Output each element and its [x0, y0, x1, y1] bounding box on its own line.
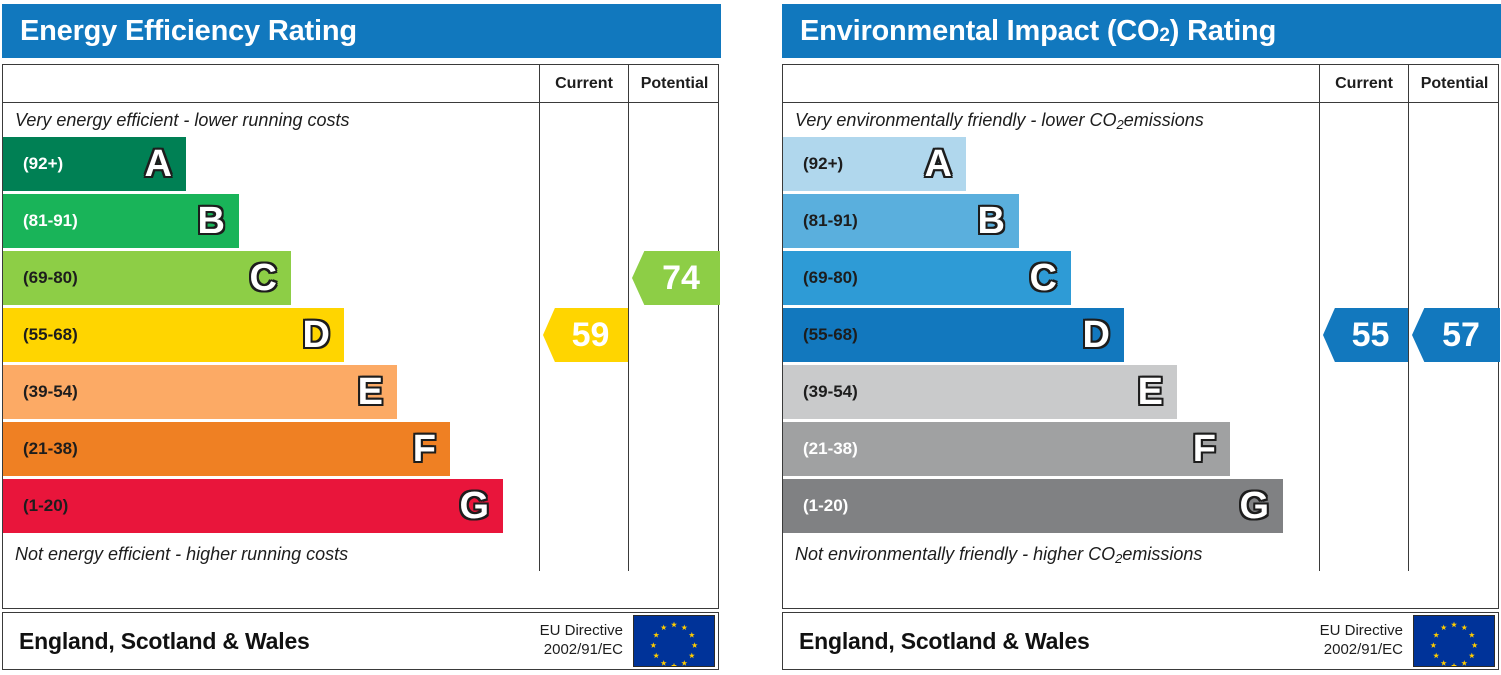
caption-bottom-subscript: 2 — [1115, 550, 1123, 566]
header-potential: Potential — [1408, 65, 1500, 102]
energy-rating-table: Current Potential Very energy efficient … — [2, 64, 720, 609]
environmental-band-list: (92+) A (81-91) B (69-80) C (55-68) D (3… — [783, 137, 1319, 537]
chart-title-tail: ) Rating — [1169, 14, 1277, 47]
caption-bottom-text: Not energy efficient - higher running co… — [15, 543, 349, 564]
chart-title-subscript: 2 — [1159, 25, 1170, 46]
footer-region-environmental: England, Scotland & Wales — [799, 627, 1090, 654]
caption-bottom-tail: emissions — [1122, 543, 1203, 564]
energy-band-list: (92+) A (81-91) B (69-80) C (55-68) D (3… — [3, 137, 539, 537]
band-letter-f: F — [412, 428, 436, 470]
band-row-f: (21-38) F — [3, 422, 450, 476]
caption-top-text: Very environmentally friendly - lower CO — [795, 109, 1117, 130]
caption-bottom-environmental: Not environmentally friendly - higher CO… — [783, 537, 1319, 571]
band-letter-c: C — [249, 257, 277, 299]
band-row-d: (55-68) D — [783, 308, 1124, 362]
current-rating-marker-environmental: 55 — [1323, 308, 1408, 362]
band-range-g: (1-20) — [23, 496, 69, 515]
band-letter-d: D — [302, 314, 330, 356]
band-range-e: (39-54) — [803, 382, 858, 401]
band-letter-d: D — [1082, 314, 1110, 356]
band-row-e: (39-54) E — [3, 365, 397, 419]
band-range-b: (81-91) — [23, 211, 78, 230]
band-range-c: (69-80) — [803, 268, 858, 287]
band-row-a: (92+) A — [783, 137, 966, 191]
band-letter-a: A — [144, 143, 172, 185]
band-range-d: (55-68) — [803, 325, 858, 344]
band-letter-b: B — [197, 200, 225, 242]
directive-line-1: EU Directive — [539, 622, 623, 640]
band-letter-c: C — [1029, 257, 1057, 299]
footer-environmental: England, Scotland & Wales EU Directive 2… — [782, 612, 1499, 670]
eu-star-group — [1430, 621, 1478, 666]
header-potential: Potential — [628, 65, 720, 102]
band-letter-e: E — [1137, 371, 1163, 413]
environmental-rating-table: Current Potential Very environmentally f… — [782, 64, 1500, 609]
directive-line-2: 2002/91/EC — [543, 641, 623, 658]
column-separator-potential — [628, 103, 629, 571]
caption-bottom-energy: Not energy efficient - higher running co… — [3, 537, 539, 571]
band-letter-b: B — [977, 200, 1005, 242]
footer-energy: England, Scotland & Wales EU Directive 2… — [2, 612, 719, 670]
directive-line-2: 2002/91/EC — [1323, 641, 1403, 658]
band-letter-e: E — [357, 371, 383, 413]
band-row-f: (21-38) F — [783, 422, 1230, 476]
chart-title-text: Energy Efficiency Rating — [20, 14, 357, 47]
column-separator-current — [539, 103, 540, 571]
footer-directive-energy: EU Directive 2002/91/EC — [540, 622, 633, 660]
band-row-g: (1-20) G — [783, 479, 1283, 533]
eu-stars-svg — [1430, 621, 1478, 666]
chart-title-energy-efficiency: Energy Efficiency Rating — [2, 4, 721, 58]
header-current: Current — [539, 65, 628, 102]
current-rating-marker-energy: 59 — [543, 308, 628, 362]
header-blank-cell — [3, 65, 539, 102]
table-header-row: Current Potential — [3, 65, 718, 103]
band-letter-g: G — [459, 485, 489, 527]
band-range-e: (39-54) — [23, 382, 78, 401]
eu-flag-icon — [633, 615, 715, 667]
band-row-c: (69-80) C — [3, 251, 291, 305]
chart-title-environmental-impact: Environmental Impact (CO 2) Rating — [782, 4, 1501, 58]
caption-top-tail: emissions — [1123, 109, 1204, 130]
band-row-e: (39-54) E — [783, 365, 1177, 419]
header-blank-cell — [783, 65, 1319, 102]
table-header-row: Current Potential — [783, 65, 1498, 103]
caption-bottom-text: Not environmentally friendly - higher CO — [795, 543, 1116, 564]
band-range-g: (1-20) — [803, 496, 849, 515]
band-letter-f: F — [1192, 428, 1216, 470]
caption-top-subscript: 2 — [1116, 116, 1124, 132]
environmental-impact-rating-chart: Environmental Impact (CO 2) Rating Curren… — [780, 0, 1501, 675]
band-row-d: (55-68) D — [3, 308, 344, 362]
band-row-a: (92+) A — [3, 137, 186, 191]
footer-region-energy: England, Scotland & Wales — [19, 627, 310, 654]
caption-top-energy: Very energy efficient - lower running co… — [3, 103, 539, 137]
chart-title-text: Environmental Impact (CO — [800, 14, 1160, 47]
footer-directive-environmental: EU Directive 2002/91/EC — [1320, 622, 1413, 660]
column-separator-current — [1319, 103, 1320, 571]
eu-flag-icon — [1413, 615, 1495, 667]
caption-top-text: Very energy efficient - lower running co… — [15, 109, 350, 130]
band-letter-g: G — [1239, 485, 1269, 527]
band-range-b: (81-91) — [803, 211, 858, 230]
band-range-c: (69-80) — [23, 268, 78, 287]
band-row-g: (1-20) G — [3, 479, 503, 533]
band-range-d: (55-68) — [23, 325, 78, 344]
band-row-b: (81-91) B — [783, 194, 1019, 248]
potential-rating-marker-energy: 74 — [632, 251, 720, 305]
caption-top-environmental: Very environmentally friendly - lower CO… — [783, 103, 1319, 137]
eu-stars-svg — [650, 621, 698, 666]
band-range-f: (21-38) — [23, 439, 78, 458]
header-current: Current — [1319, 65, 1408, 102]
band-letter-a: A — [924, 143, 952, 185]
band-row-b: (81-91) B — [3, 194, 239, 248]
band-range-a: (92+) — [803, 154, 844, 173]
potential-rating-marker-environmental: 57 — [1412, 308, 1500, 362]
eu-star-group — [650, 621, 698, 666]
directive-line-1: EU Directive — [1319, 622, 1403, 640]
band-range-f: (21-38) — [803, 439, 858, 458]
column-separator-potential — [1408, 103, 1409, 571]
band-range-a: (92+) — [23, 154, 64, 173]
band-row-c: (69-80) C — [783, 251, 1071, 305]
energy-efficiency-rating-chart: Energy Efficiency Rating Current Potenti… — [0, 0, 721, 675]
